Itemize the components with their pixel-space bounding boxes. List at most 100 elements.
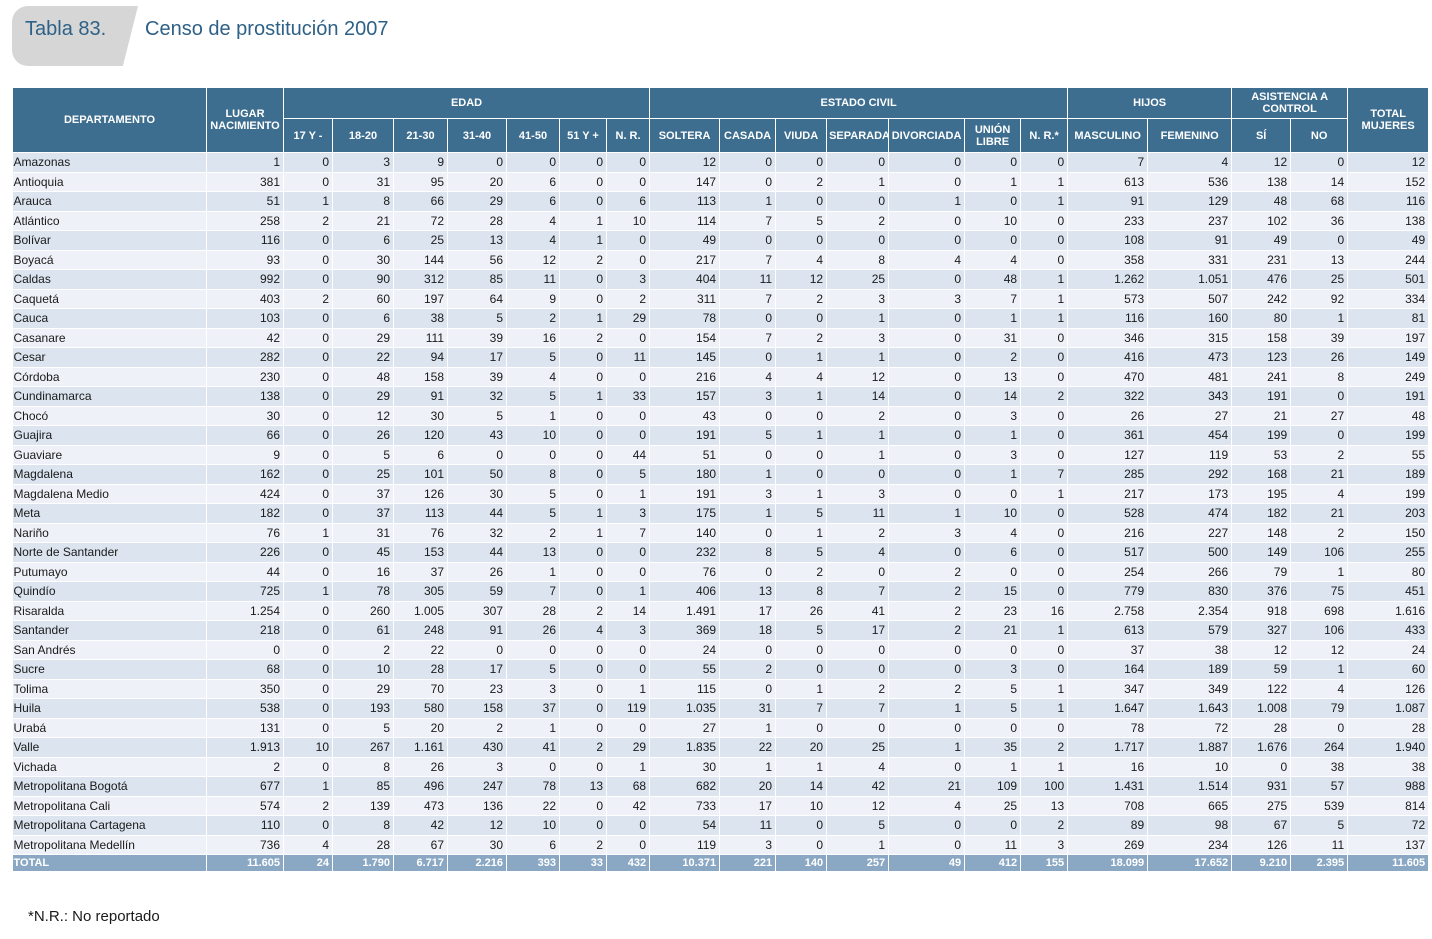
value-cell: 4: [775, 250, 828, 270]
value-cell: 244: [1347, 250, 1430, 270]
value-cell: 67: [1231, 815, 1292, 836]
table-row: Santander 218 0 61 248 91 26 4 3 369 18 5 17 2 21 1 613 5…: [12, 620, 1430, 641]
value-cell: 76: [206, 523, 284, 543]
value-cell: 376: [1231, 581, 1292, 602]
value-cell: 1: [826, 347, 890, 368]
total-cell: 257: [826, 854, 890, 872]
value-cell: 6: [506, 835, 560, 855]
value-cell: 264: [1290, 737, 1349, 758]
value-cell: 14: [1290, 172, 1349, 192]
value-cell: 0: [775, 152, 828, 173]
department-name: Bolívar: [12, 230, 207, 251]
value-cell: 30: [332, 250, 394, 270]
value-cell: 28: [447, 211, 507, 231]
value-cell: 29: [332, 386, 394, 407]
value-cell: 1: [606, 757, 651, 777]
value-cell: 0: [283, 172, 333, 192]
value-cell: 1: [826, 425, 890, 446]
value-cell: 13: [506, 542, 560, 563]
table-row: Caldas 992 0 90 312 85 11 0 3 404 11 12 25 0 48 1 1.262 1…: [12, 269, 1430, 290]
table-row: Urabá 131 0 5 20 2 1 0 0 27 1 0 0 0 0 0 78 72 28 0 28: [12, 718, 1430, 738]
value-cell: 14: [826, 386, 890, 407]
value-cell: 0: [606, 640, 651, 660]
value-cell: 31: [964, 328, 1022, 348]
value-cell: 182: [206, 503, 284, 524]
department-name: Chocó: [12, 406, 207, 426]
value-cell: 31: [332, 523, 394, 543]
value-cell: 227: [1147, 523, 1233, 543]
department-name: Guaviare: [12, 445, 207, 465]
value-cell: 4: [964, 250, 1022, 270]
department-name: Metropolitana Bogotá: [12, 776, 207, 797]
value-cell: 5: [506, 386, 560, 407]
value-cell: 7: [1020, 464, 1069, 485]
value-cell: 232: [649, 542, 721, 563]
value-cell: 22: [332, 347, 394, 368]
value-cell: 22: [393, 640, 448, 660]
value-cell: 7: [719, 289, 777, 309]
value-cell: 0: [559, 172, 607, 192]
value-cell: 3: [719, 386, 777, 407]
value-cell: 241: [1231, 367, 1292, 387]
value-cell: 38: [1347, 757, 1430, 777]
value-cell: 13: [559, 776, 607, 797]
value-cell: 307: [447, 601, 507, 621]
value-cell: 2: [826, 211, 890, 231]
value-cell: 0: [964, 815, 1022, 836]
header-total-mujeres: TOTAL MUJERES: [1347, 87, 1430, 153]
value-cell: 0: [283, 250, 333, 270]
value-cell: 0: [559, 640, 607, 660]
value-cell: 100: [1020, 776, 1069, 797]
value-cell: 0: [606, 367, 651, 387]
value-cell: 61: [332, 620, 394, 641]
value-cell: 2: [332, 640, 394, 660]
value-cell: 11: [964, 835, 1022, 855]
value-cell: 0: [559, 464, 607, 485]
value-cell: 7: [506, 581, 560, 602]
value-cell: 24: [649, 640, 721, 660]
value-cell: 255: [1347, 542, 1430, 563]
value-cell: 30: [447, 835, 507, 855]
value-cell: 139: [332, 796, 394, 816]
value-cell: 237: [1147, 211, 1233, 231]
value-cell: 12: [1231, 152, 1292, 173]
value-cell: 327: [1231, 620, 1292, 641]
value-cell: 0: [606, 659, 651, 680]
value-cell: 3: [964, 659, 1022, 680]
value-cell: 26: [775, 601, 828, 621]
value-cell: 14: [606, 601, 651, 621]
department-name: Cauca: [12, 308, 207, 329]
value-cell: 160: [1147, 308, 1233, 329]
value-cell: 992: [206, 269, 284, 290]
value-cell: 4: [1147, 152, 1233, 173]
value-cell: 92: [1290, 289, 1349, 309]
value-cell: 27: [1290, 406, 1349, 426]
value-cell: 16: [506, 328, 560, 348]
value-cell: 0: [506, 445, 560, 465]
value-cell: 0: [559, 367, 607, 387]
table-row: Tolima 350 0 29 70 23 3 0 1 115 0 1 2 2 5 1 347 349 122 4 12…: [12, 679, 1430, 699]
table-row: Metropolitana Cali 574 2 139 473 136 22 0 42 733 1…: [12, 796, 1430, 816]
value-cell: 0: [1020, 542, 1069, 563]
value-cell: 3: [964, 445, 1022, 465]
value-cell: 78: [506, 776, 560, 797]
value-cell: 830: [1147, 581, 1233, 602]
value-cell: 0: [964, 484, 1022, 504]
value-cell: 292: [1147, 464, 1233, 485]
value-cell: 260: [332, 601, 394, 621]
value-cell: 1: [888, 503, 966, 524]
value-cell: 1: [826, 835, 890, 855]
value-cell: 12: [506, 250, 560, 270]
value-cell: 2: [888, 620, 966, 641]
value-cell: 234: [1147, 835, 1233, 855]
value-cell: 1.616: [1347, 601, 1430, 621]
value-cell: 31: [332, 172, 394, 192]
value-cell: 7: [719, 250, 777, 270]
value-cell: 98: [1147, 815, 1233, 836]
value-cell: 334: [1347, 289, 1430, 309]
value-cell: 0: [775, 640, 828, 660]
value-cell: 349: [1147, 679, 1233, 699]
value-cell: 476: [1231, 269, 1292, 290]
value-cell: 7: [606, 523, 651, 543]
value-cell: 14: [964, 386, 1022, 407]
